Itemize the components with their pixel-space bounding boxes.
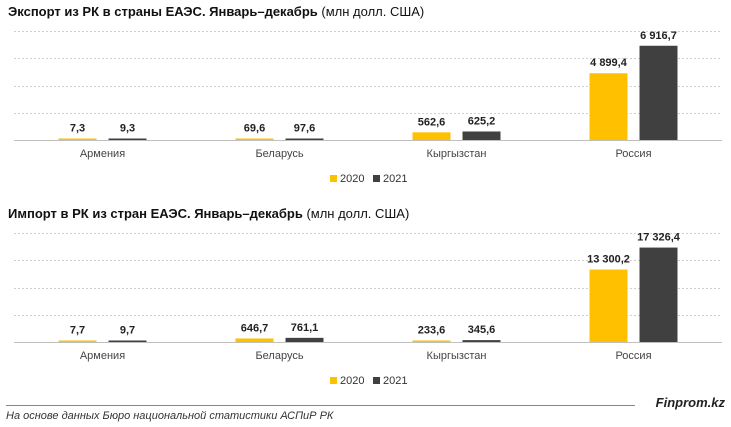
x-tick-label: Армения [80, 148, 125, 160]
data-label: 646,7 [241, 322, 269, 334]
data-label: 69,6 [244, 123, 265, 135]
bar-2020 [235, 338, 274, 342]
data-label: 345,6 [468, 324, 496, 336]
source-note: На основе данных Бюро национальной стати… [6, 410, 334, 422]
bar-2021 [462, 340, 501, 342]
bar-2021 [108, 340, 147, 342]
x-tick-label: Россия [615, 350, 651, 362]
legend-label: 2020 [340, 173, 364, 185]
legend-swatch-2020 [330, 175, 337, 182]
bar-2020 [589, 73, 628, 140]
bar-2020 [412, 340, 451, 342]
bar-2021 [108, 138, 147, 140]
legend-swatch-2021 [373, 175, 380, 182]
bar-2020 [58, 138, 97, 140]
x-tick-label: Беларусь [255, 350, 303, 362]
bar-2020 [58, 340, 97, 342]
bar-2020 [589, 269, 628, 342]
bar-2021 [639, 45, 678, 140]
data-label: 625,2 [468, 115, 496, 127]
data-label: 6 916,7 [640, 30, 677, 42]
bar-2021 [639, 247, 678, 342]
data-label: 233,6 [418, 325, 446, 337]
data-label: 9,7 [120, 325, 135, 337]
chart-title-units: (млн долл. США) [306, 206, 410, 221]
chart-title-main: Импорт в РК из стран ЕАЭС. Январь–декабр… [8, 206, 303, 221]
bar-2021 [462, 131, 501, 140]
brand-logo-text: Finprom.kz [655, 395, 725, 410]
bar-2021 [285, 337, 324, 342]
import-chart: Армения 7,7 9,7 Беларусь 646,7 761,1 Кыргызста… [14, 232, 722, 387]
data-label: 4 899,4 [590, 57, 628, 69]
bar-2020 [412, 132, 451, 140]
x-tick-label: Россия [615, 148, 651, 160]
legend-label: 2021 [383, 375, 407, 387]
x-tick-label: Кыргызстан [427, 148, 487, 160]
bar-2020 [235, 138, 274, 140]
x-tick-label: Кыргызстан [427, 350, 487, 362]
chart-title-import: Импорт в РК из стран ЕАЭС. Январь–декабр… [8, 206, 409, 221]
data-label: 562,6 [418, 116, 446, 128]
export-chart: Армения 7,3 9,3 Беларусь 69,6 97,6 Кыргызстан 5… [14, 30, 722, 185]
footer-divider [6, 405, 635, 406]
legend-swatch-2021 [373, 377, 380, 384]
x-tick-label: Беларусь [255, 148, 303, 160]
data-label: 13 300,2 [587, 254, 630, 266]
chart-title-export: Экспорт из РК в страны ЕАЭС. Январь–дека… [8, 4, 424, 19]
data-label: 17 326,4 [637, 232, 681, 244]
x-tick-label: Армения [80, 350, 125, 362]
legend-label: 2020 [340, 375, 364, 387]
data-label: 761,1 [291, 322, 319, 334]
chart-title-main: Экспорт из РК в страны ЕАЭС. Январь–дека… [8, 4, 318, 19]
data-label: 97,6 [294, 123, 315, 135]
bar-2021 [285, 138, 324, 140]
data-label: 9,3 [120, 123, 135, 135]
chart-title-units: (млн долл. США) [321, 4, 425, 19]
data-label: 7,3 [70, 123, 85, 135]
legend-swatch-2020 [330, 377, 337, 384]
legend-label: 2021 [383, 173, 407, 185]
data-label: 7,7 [70, 325, 85, 337]
